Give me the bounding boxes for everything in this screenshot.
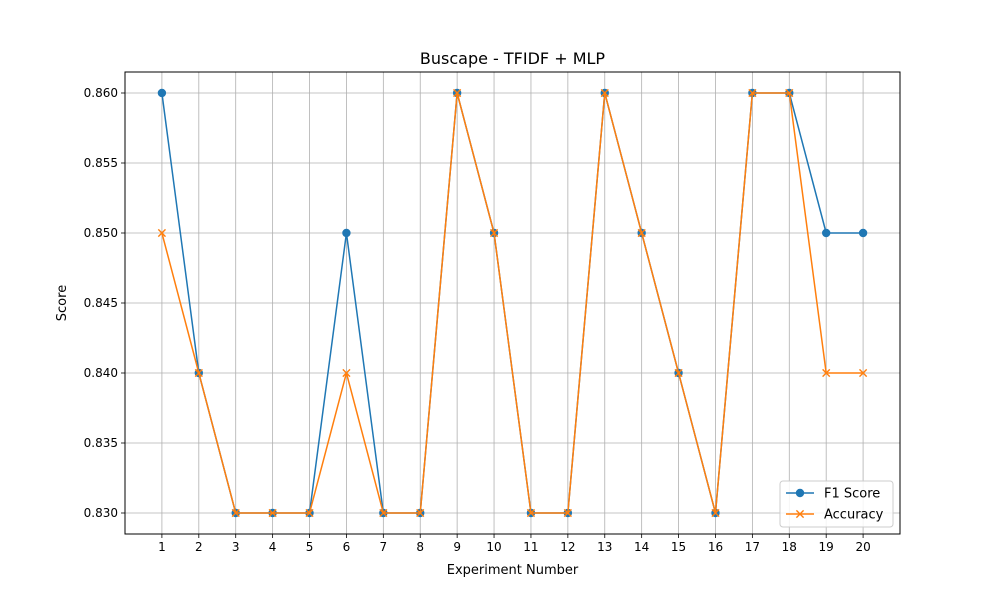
x-tick-label: 12 xyxy=(560,540,575,554)
y-tick-label: 0.830 xyxy=(84,506,118,520)
x-tick-label: 5 xyxy=(306,540,314,554)
data-point xyxy=(231,508,240,518)
data-point xyxy=(822,368,831,378)
chart-title: Buscape - TFIDF + MLP xyxy=(420,49,606,68)
x-tick-label: 11 xyxy=(523,540,538,554)
grid xyxy=(125,72,900,534)
data-point xyxy=(526,508,536,518)
x-tick-label: 15 xyxy=(671,540,686,554)
x-tick-label: 13 xyxy=(597,540,612,554)
data-point xyxy=(268,508,277,518)
data-point xyxy=(785,88,794,98)
y-tick-label: 0.850 xyxy=(84,226,118,240)
data-point xyxy=(711,508,720,518)
legend-label: Accuracy xyxy=(824,508,884,523)
legend-marker xyxy=(795,488,805,498)
y-tick-label: 0.835 xyxy=(84,436,118,450)
x-axis-label: Experiment Number xyxy=(447,563,579,578)
x-tick-label: 1 xyxy=(158,540,166,554)
data-point xyxy=(859,368,868,378)
x-tick-label: 7 xyxy=(380,540,388,554)
x-tick-label: 17 xyxy=(745,540,760,554)
x-tick-label: 19 xyxy=(819,540,834,554)
x-tick-label: 8 xyxy=(416,540,424,554)
data-point xyxy=(379,508,388,518)
data-point xyxy=(416,508,425,518)
series-line xyxy=(161,92,864,514)
data-point xyxy=(821,228,831,238)
data-point xyxy=(858,228,868,238)
data-point xyxy=(342,368,351,378)
legend: F1 Score Accuracy xyxy=(779,480,894,528)
y-tick-label: 0.845 xyxy=(84,296,118,310)
data-point xyxy=(194,368,203,378)
data-point xyxy=(637,228,646,238)
data-point xyxy=(305,508,314,518)
x-tick-label: 14 xyxy=(634,540,649,554)
y-tick-label: 0.855 xyxy=(84,156,118,170)
x-tick-label: 16 xyxy=(708,540,723,554)
data-point xyxy=(157,228,166,238)
data-point xyxy=(748,88,757,98)
x-tick-label: 9 xyxy=(453,540,461,554)
data-point xyxy=(489,228,499,238)
y-tick-label: 0.860 xyxy=(84,86,118,100)
x-tick-label: 3 xyxy=(232,540,240,554)
legend-marker xyxy=(795,509,805,519)
legend-label: F1 Score xyxy=(824,487,880,502)
x-tick-label: 4 xyxy=(269,540,277,554)
y-axis-label: Score xyxy=(55,285,70,321)
series-layer xyxy=(157,88,868,518)
x-tick-label: 6 xyxy=(343,540,351,554)
data-point xyxy=(157,88,167,98)
data-point xyxy=(563,508,572,518)
ticks: 1 2 3 4 5 6 7 8 9 10 11 12 13 14 15 16 17 18 19 200.8300.83… xyxy=(84,86,871,554)
x-tick-label: 18 xyxy=(782,540,797,554)
data-point xyxy=(674,368,683,378)
data-point xyxy=(342,228,351,238)
y-tick-label: 0.840 xyxy=(84,366,118,380)
x-tick-label: 20 xyxy=(855,540,870,554)
data-point xyxy=(600,88,609,98)
x-tick-label: 10 xyxy=(486,540,501,554)
data-point xyxy=(453,88,462,98)
x-tick-label: 2 xyxy=(195,540,203,554)
